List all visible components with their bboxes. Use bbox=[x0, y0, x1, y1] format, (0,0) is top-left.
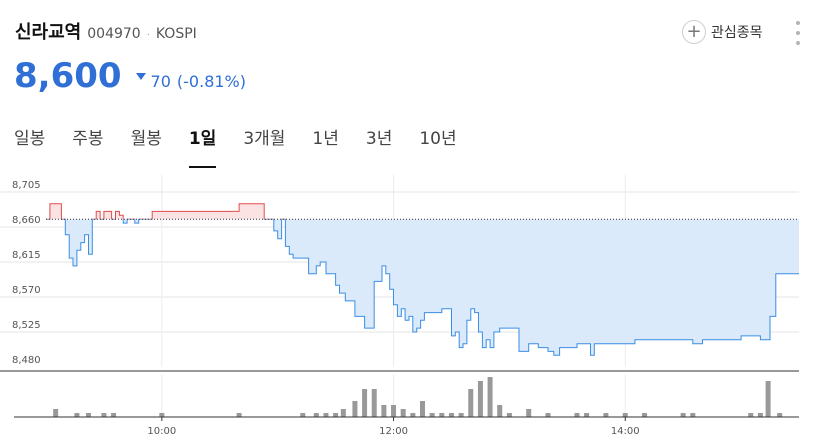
volume-bars bbox=[53, 377, 783, 417]
price-line-above bbox=[46, 203, 286, 220]
volume-bar bbox=[526, 409, 532, 417]
volume-bar bbox=[313, 413, 319, 417]
volume-bar bbox=[690, 413, 696, 417]
volume-bar bbox=[603, 413, 609, 417]
volume-bar bbox=[111, 413, 117, 417]
volume-bar bbox=[300, 413, 306, 417]
tab-weekly[interactable]: 주봉 bbox=[72, 129, 104, 149]
volume-bar bbox=[391, 405, 397, 417]
kebab-menu-icon[interactable] bbox=[792, 21, 804, 45]
favorite-label: 관심종목 bbox=[711, 25, 763, 41]
y-tick-label: 8,525 bbox=[12, 320, 41, 331]
volume-bar bbox=[584, 413, 590, 417]
x-tick-label: 10:00 bbox=[147, 426, 176, 437]
volume-bar bbox=[400, 409, 406, 417]
chart-fills bbox=[46, 203, 799, 356]
volume-bar bbox=[340, 409, 346, 417]
plus-icon: + bbox=[682, 20, 706, 44]
tab-monthly[interactable]: 월봉 bbox=[130, 129, 162, 149]
volume-bar bbox=[574, 413, 580, 417]
down-arrow-icon bbox=[135, 73, 146, 80]
tab-daily[interactable]: 일봉 bbox=[14, 129, 46, 149]
y-tick-label: 8,705 bbox=[12, 180, 41, 191]
area-below bbox=[65, 219, 799, 356]
volume-bar bbox=[439, 413, 445, 417]
stock-code: 004970 bbox=[87, 26, 141, 42]
price-change-percent: (-0.81%) bbox=[176, 72, 246, 91]
volume-bar bbox=[497, 405, 503, 417]
volume-bar bbox=[468, 389, 474, 417]
volume-bar bbox=[410, 413, 416, 417]
volume-bar bbox=[74, 413, 80, 417]
volume-bar bbox=[680, 413, 686, 417]
volume-bar bbox=[642, 413, 648, 417]
volume-bar bbox=[757, 413, 763, 417]
volume-bar bbox=[53, 409, 59, 417]
volume-bar bbox=[101, 413, 107, 417]
tab-10years[interactable]: 10년 bbox=[419, 129, 457, 149]
volume-bar bbox=[545, 413, 551, 417]
volume-bar bbox=[381, 405, 387, 417]
market-name: KOSPI bbox=[155, 26, 197, 42]
volume-bar bbox=[487, 377, 493, 417]
chart-lines bbox=[46, 203, 799, 356]
stock-name: 신라교역 bbox=[15, 22, 82, 43]
volume-bar bbox=[333, 413, 339, 417]
tab-1year[interactable]: 1년 bbox=[312, 129, 339, 149]
current-price: 8,600 bbox=[14, 56, 122, 96]
price-line-below bbox=[46, 219, 799, 356]
volume-bar bbox=[323, 413, 329, 417]
volume-bar bbox=[477, 381, 483, 417]
volume-bar bbox=[352, 401, 358, 417]
separator: · bbox=[146, 30, 150, 41]
stock-header: 신라교역 004970 · KOSPI bbox=[15, 18, 197, 48]
y-tick-label: 8,660 bbox=[12, 215, 41, 226]
y-axis-ticks: 8,705 8,660 8,615 8,570 8,525 8,480 bbox=[12, 180, 41, 366]
y-tick-label: 8,480 bbox=[12, 355, 41, 366]
volume-bar bbox=[448, 413, 454, 417]
intraday-chart[interactable]: 8,705 8,660 8,615 8,570 8,525 8,480 10:00 12:0… bbox=[0, 175, 814, 443]
volume-bar bbox=[748, 413, 754, 417]
x-tick-label: 12:00 bbox=[379, 426, 408, 437]
volume-bar bbox=[371, 389, 377, 417]
price-change: 70 bbox=[150, 72, 171, 91]
x-axis-ticks: 10:00 12:00 14:00 bbox=[14, 416, 799, 437]
y-tick-label: 8,570 bbox=[12, 285, 41, 296]
volume-bar bbox=[236, 413, 242, 417]
add-favorite-button[interactable]: + 관심종목 bbox=[682, 20, 763, 44]
tab-3months[interactable]: 3개월 bbox=[243, 129, 286, 149]
volume-bar bbox=[777, 413, 783, 417]
volume-bar bbox=[85, 413, 91, 417]
tab-3years[interactable]: 3년 bbox=[365, 129, 393, 149]
volume-bar bbox=[458, 413, 464, 417]
volume-bar bbox=[159, 413, 165, 417]
volume-bar bbox=[429, 413, 435, 417]
area-above bbox=[46, 203, 799, 220]
volume-bar bbox=[420, 401, 425, 417]
volume-bar bbox=[506, 413, 512, 417]
volume-bar bbox=[622, 413, 628, 417]
tab-1day[interactable]: 1일 bbox=[188, 122, 217, 168]
y-tick-label: 8,615 bbox=[12, 250, 41, 261]
volume-bar bbox=[362, 389, 368, 417]
volume-bar bbox=[765, 381, 771, 417]
x-tick-label: 14:00 bbox=[611, 426, 640, 437]
quote-row: 8,600 70 (-0.81%) bbox=[14, 56, 246, 96]
period-tabs: 일봉 주봉 월봉 1일 3개월 1년 3년 10년 bbox=[14, 122, 484, 168]
